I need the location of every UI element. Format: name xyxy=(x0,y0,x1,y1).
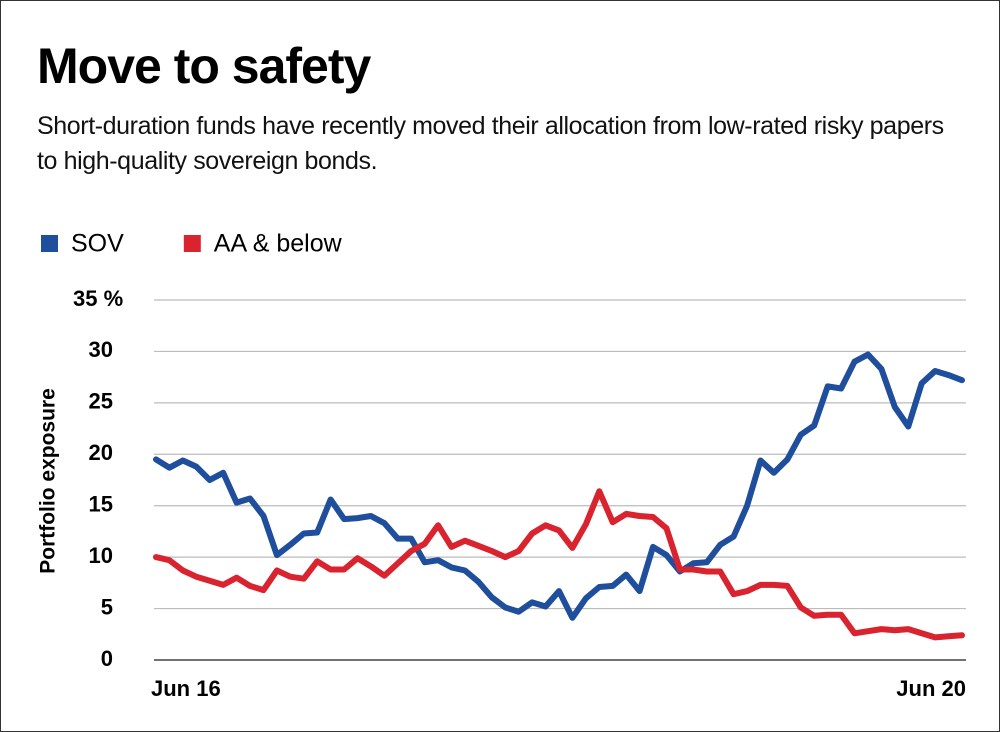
legend-label: SOV xyxy=(71,230,124,258)
y-tick-label: 10 xyxy=(89,543,113,568)
series-line xyxy=(153,351,965,621)
chart-subtitle: Short-duration funds have recently moved… xyxy=(37,112,944,175)
y-axis-label: Portfolio exposure xyxy=(37,388,60,574)
y-tick-label: 15 xyxy=(89,492,113,517)
x-tick-label: Jun 16 xyxy=(151,676,221,701)
y-tick-label: 5 xyxy=(101,594,113,619)
legend-label: AA & below xyxy=(214,230,343,258)
y-tick-label: 35 % xyxy=(73,286,123,311)
legend-swatch xyxy=(183,235,201,252)
y-tick-label: 25 xyxy=(89,389,113,414)
legend-swatch xyxy=(41,235,58,252)
series-line xyxy=(153,488,965,641)
y-tick-label: 20 xyxy=(89,440,113,465)
x-tick-label: Jun 20 xyxy=(896,676,966,701)
y-tick-label: 0 xyxy=(101,646,113,671)
chart-title: Move to safety xyxy=(37,38,371,94)
y-tick-label: 30 xyxy=(89,337,113,362)
